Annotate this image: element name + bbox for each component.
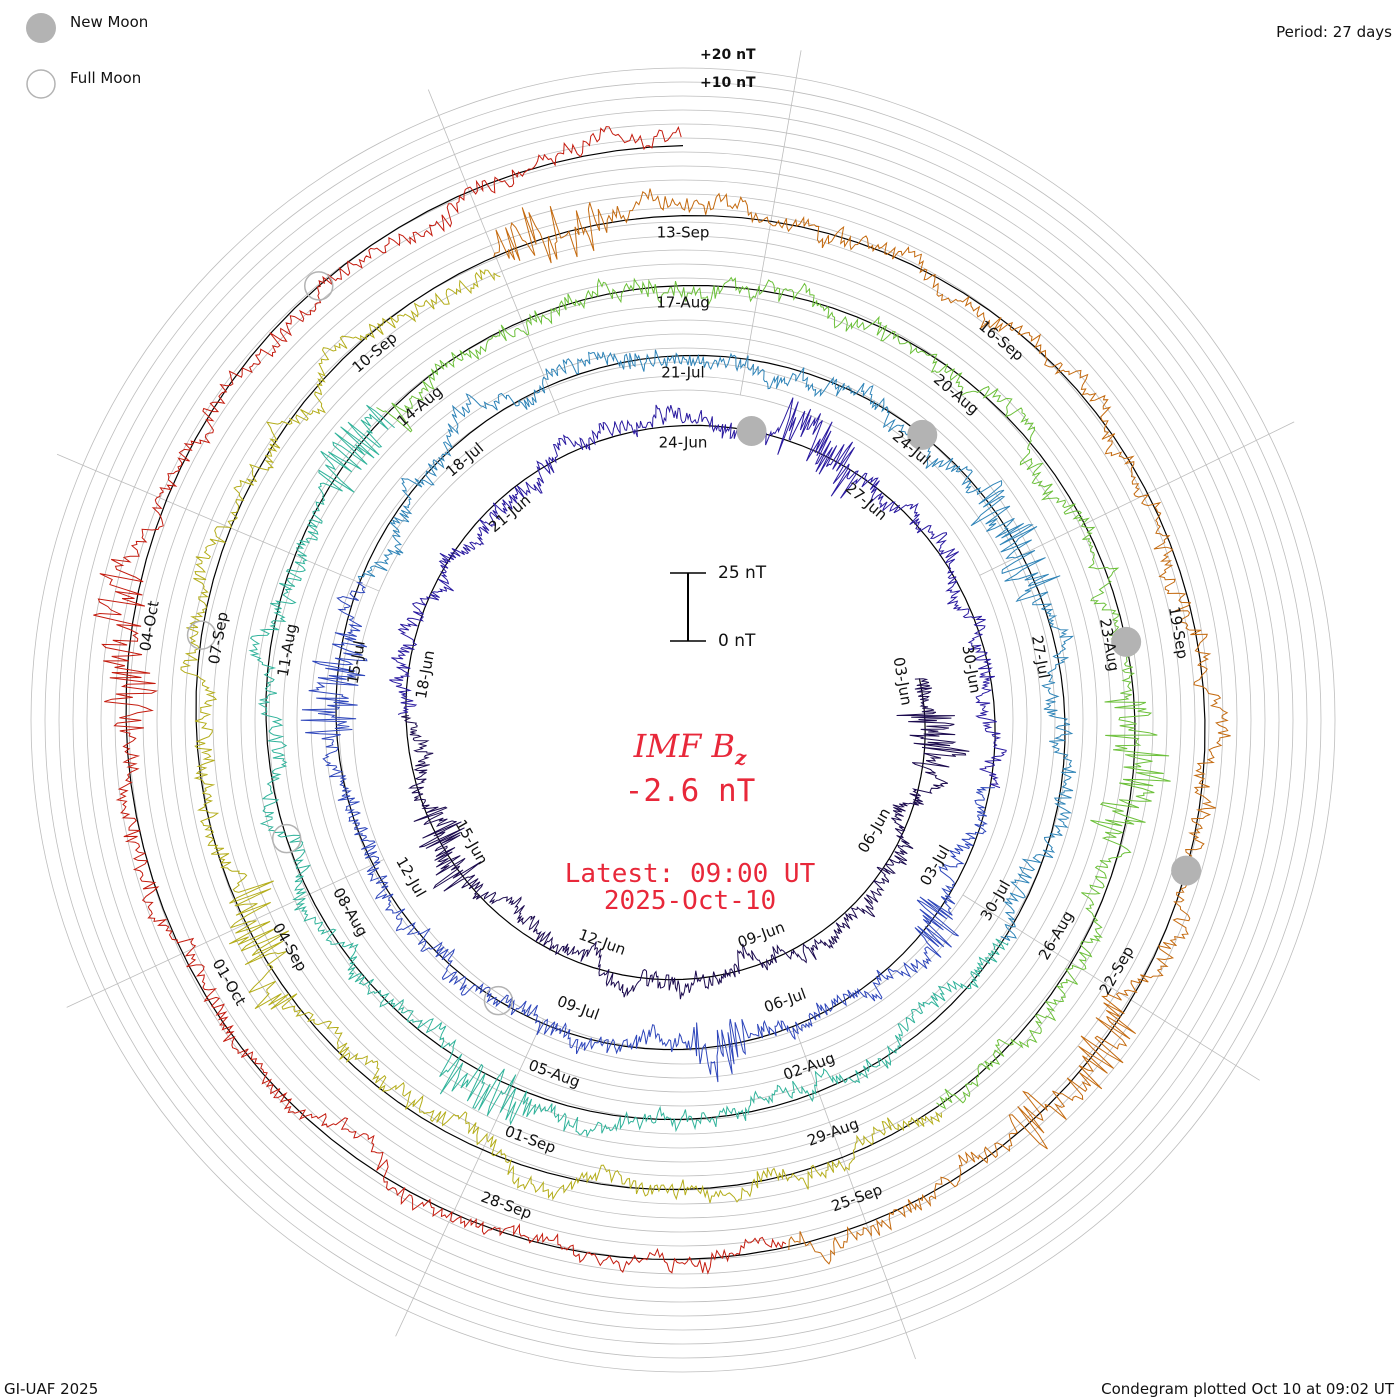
legend-full-moon-label: Full Moon xyxy=(70,69,142,87)
date-label: 18-Jun xyxy=(412,649,438,700)
bz-trace-2025-Aug-11 xyxy=(376,276,1171,1110)
date-label: 03-Jun xyxy=(890,656,916,707)
date-label: 13-Sep xyxy=(657,224,710,242)
grid-circle xyxy=(86,123,1280,1317)
grid-circle xyxy=(44,81,1322,1359)
grid-circle xyxy=(226,263,1140,1177)
full-moon-legend-icon xyxy=(26,69,56,99)
date-label: 11-Aug xyxy=(274,622,301,678)
date-label: 08-Aug xyxy=(329,884,371,939)
grid-circle xyxy=(184,221,1182,1219)
baseline-spiral-path xyxy=(125,145,1206,1261)
title-main: IMF B xyxy=(633,727,735,765)
date-label: 04-Sep xyxy=(269,920,311,975)
date-label: 25-Sep xyxy=(829,1180,885,1215)
grid-circle xyxy=(240,277,1126,1163)
grid-circle xyxy=(268,305,1098,1135)
new-moon-icon xyxy=(1111,626,1142,657)
grid-circle xyxy=(338,375,1028,1065)
date-label: 27-Jul xyxy=(1028,634,1053,680)
full-moon-icon xyxy=(483,985,514,1016)
moon-markers xyxy=(186,271,1202,1016)
date-label: 09-Jun xyxy=(735,918,787,952)
date-spoke xyxy=(739,50,802,396)
scale-20-label: +20 nT xyxy=(700,47,756,63)
date-spoke xyxy=(56,453,380,592)
date-label: 30-Jun xyxy=(958,644,984,695)
bz-trace-2025-Sep-04 xyxy=(180,268,943,1204)
date-label: 06-Jun xyxy=(854,805,894,856)
period-label: Period: 27 days xyxy=(1276,23,1392,41)
grid-circles xyxy=(30,67,1336,1373)
date-spoke xyxy=(395,1018,544,1337)
baseline-spiral xyxy=(125,145,1206,1261)
date-label: 29-Aug xyxy=(805,1115,861,1150)
new-moon-icon xyxy=(1171,855,1202,886)
date-label: 04-Oct xyxy=(136,599,163,652)
grid-circle xyxy=(72,109,1294,1331)
legend-new-moon-label: New Moon xyxy=(70,13,149,31)
date-spokes xyxy=(56,50,1295,1360)
grid-circle xyxy=(296,333,1070,1107)
credit-label: GI-UAF 2025 xyxy=(4,1380,99,1398)
plotted-label: Condegram plotted Oct 10 at 09:02 UT xyxy=(1101,1380,1394,1398)
date-label: 10-Sep xyxy=(349,329,401,377)
grid-circle xyxy=(30,67,1336,1373)
date-label: 12-Jun xyxy=(576,925,628,959)
bz-trace-2025-Jun-15 xyxy=(389,397,1007,789)
bz-trace-2025-Jul-21 xyxy=(248,404,1009,1138)
grid-circle xyxy=(58,95,1308,1345)
date-label: 21-Jul xyxy=(661,364,704,382)
date-label: 27-Jun xyxy=(842,479,891,524)
date-label: 17-Aug xyxy=(656,294,709,312)
chart-title: IMF Bz xyxy=(500,727,880,769)
new-moon-icon xyxy=(907,419,938,450)
date-label: 23-Aug xyxy=(1096,617,1123,673)
scale-top-label: 25 nT xyxy=(718,563,767,583)
date-label: 26-Aug xyxy=(1035,908,1077,963)
date-spoke xyxy=(795,1029,916,1360)
latest-time: Latest: 09:00 UT xyxy=(564,859,816,889)
date-label: 06-Jul xyxy=(762,985,809,1017)
date-label: 24-Jun xyxy=(659,434,708,452)
bz-traces xyxy=(93,125,1231,1275)
latest-date: 2025-Oct-10 xyxy=(603,886,777,916)
grid-circle xyxy=(156,193,1210,1247)
date-spoke xyxy=(427,89,560,415)
grid-circle xyxy=(170,207,1196,1233)
grid-circle xyxy=(114,151,1252,1289)
grid-circle xyxy=(128,165,1238,1275)
full-moon-icon xyxy=(304,271,334,301)
grid-circle xyxy=(352,389,1014,1051)
bz-trace-2025-Jun-24 xyxy=(300,582,995,1083)
scale-10-label: +10 nT xyxy=(700,75,756,91)
date-label: 07-Sep xyxy=(205,610,232,665)
date-spoke xyxy=(979,421,1295,576)
full-moon-icon xyxy=(186,620,217,650)
date-labels: 03-Jun06-Jun09-Jun12-Jun15-Jun18-Jun21-J… xyxy=(136,224,1192,1223)
full-moon-icon xyxy=(271,823,302,854)
bz-trace-2025-Jun-03 xyxy=(401,678,970,1000)
grid-circle xyxy=(100,137,1266,1303)
date-label: 09-Jul xyxy=(555,992,602,1024)
scale-bottom-label: 0 nT xyxy=(718,631,756,651)
date-spoke xyxy=(66,859,385,1008)
date-label: 02-Aug xyxy=(781,1049,837,1084)
date-label: 14-Aug xyxy=(393,382,446,430)
bz-trace-2025-Jul-12 xyxy=(357,349,1077,941)
grid-circle xyxy=(254,291,1112,1149)
new-moon-icon xyxy=(736,415,767,446)
date-label: 12-Jul xyxy=(392,854,429,901)
grid-circle xyxy=(310,347,1056,1093)
current-value: -2.6 nT xyxy=(624,773,756,809)
date-label: 22-Sep xyxy=(1096,943,1138,998)
bz-trace-2025-Sep-22 xyxy=(493,188,1231,1265)
date-label: 19-Sep xyxy=(1165,605,1192,660)
new-moon-legend-icon xyxy=(26,13,56,43)
title-subscript: z xyxy=(734,745,747,770)
bz-trace-2025-Oct-04 xyxy=(93,125,787,1275)
